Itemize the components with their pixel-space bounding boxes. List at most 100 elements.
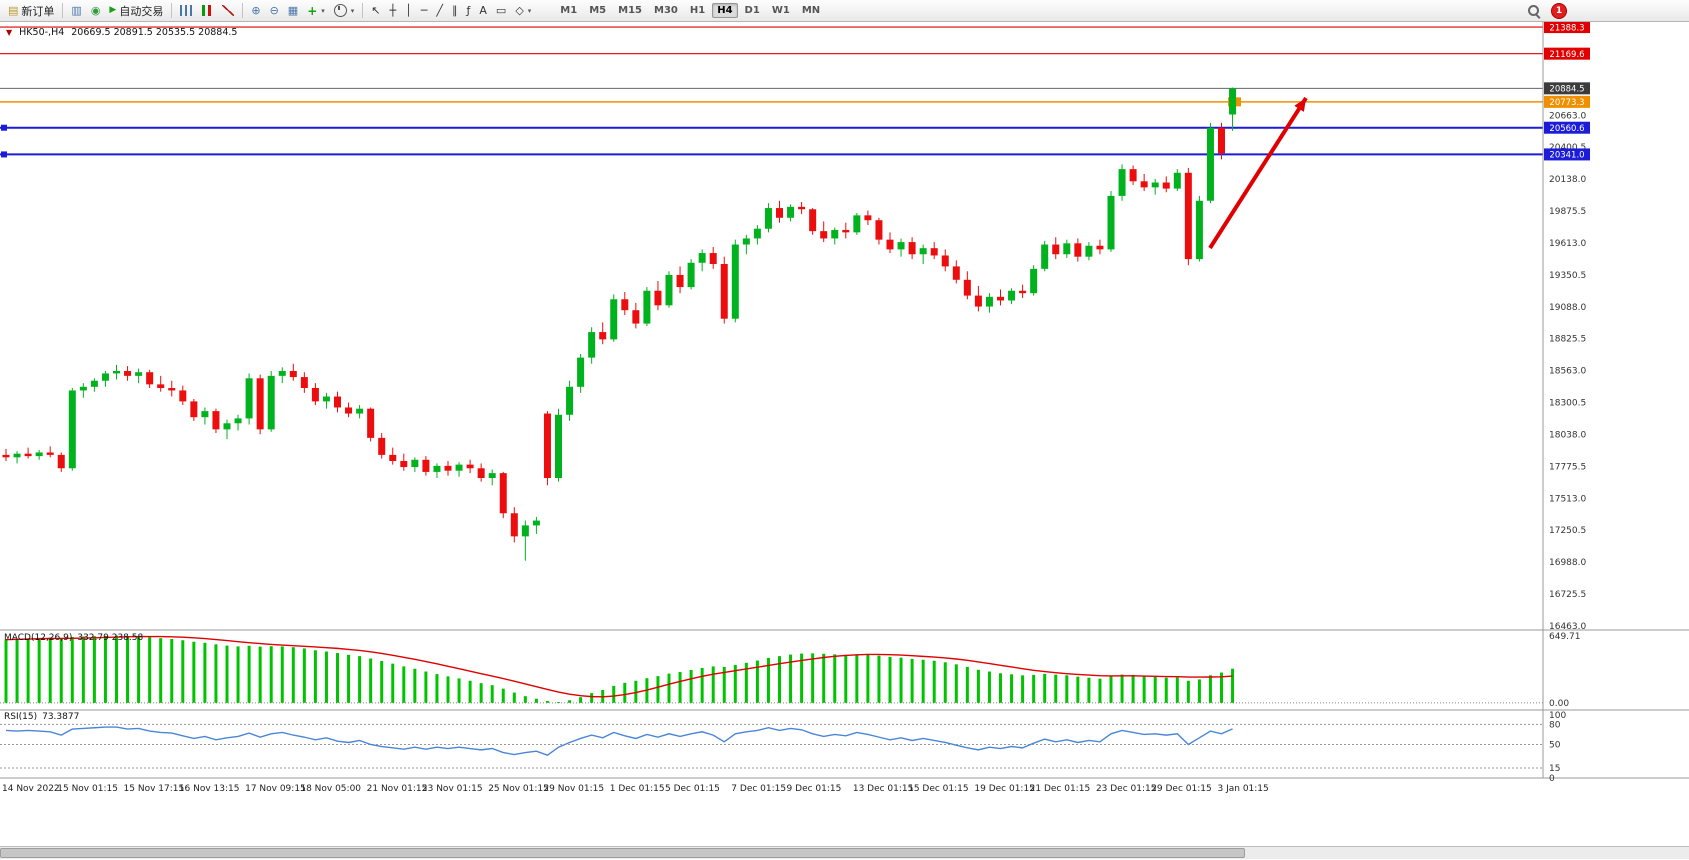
svg-text:29 Dec 01:15: 29 Dec 01:15 (1151, 784, 1212, 794)
notification-badge[interactable]: 1 (1551, 2, 1567, 19)
svg-text:15 Dec 01:15: 15 Dec 01:15 (908, 784, 969, 794)
zoom-out-button[interactable]: ⊖ (266, 2, 283, 20)
scrollbar-thumb[interactable] (0, 848, 1245, 858)
autotrade-button[interactable]: ▶ 自动交易 (105, 2, 167, 20)
text-button[interactable]: A (475, 2, 491, 20)
timeframe-m15[interactable]: M15 (613, 3, 647, 18)
search-icon[interactable] (1527, 4, 1541, 18)
symbol-marker-icon: ▼ (6, 28, 13, 37)
svg-text:7 Dec 01:15: 7 Dec 01:15 (731, 784, 786, 794)
svg-text:100: 100 (1549, 711, 1566, 721)
svg-text:23 Nov 01:15: 23 Nov 01:15 (422, 784, 483, 794)
timeframe-w1[interactable]: W1 (767, 3, 795, 18)
new-order-icon: ▤ (8, 4, 19, 17)
timeframe-group: M1 M5 M15 M30 H1 H4 D1 W1 MN (554, 3, 826, 18)
svg-text:19350.5: 19350.5 (1549, 271, 1586, 281)
svg-text:17513.0: 17513.0 (1549, 494, 1586, 504)
vertical-line-icon: │ (405, 4, 412, 17)
trendline-button[interactable]: ╱ (432, 2, 447, 20)
svg-text:18825.5: 18825.5 (1549, 335, 1586, 345)
tile-windows-button[interactable]: ▦ (284, 2, 302, 20)
svg-text:18 Nov 05:00: 18 Nov 05:00 (300, 784, 361, 794)
timeframe-h1[interactable]: H1 (685, 3, 710, 18)
svg-text:18300.5: 18300.5 (1549, 399, 1586, 409)
svg-text:21169.6: 21169.6 (1549, 50, 1584, 60)
svg-text:50: 50 (1549, 741, 1561, 751)
chart-window-icon: ▥ (71, 4, 82, 17)
vertical-line-button[interactable]: │ (401, 2, 416, 20)
svg-text:21 Dec 01:15: 21 Dec 01:15 (1030, 784, 1091, 794)
zoom-in-icon: ⊕ (251, 4, 261, 17)
svg-text:9 Dec 01:15: 9 Dec 01:15 (787, 784, 842, 794)
svg-text:19875.5: 19875.5 (1549, 207, 1586, 217)
svg-text:20560.6: 20560.6 (1549, 124, 1584, 134)
clock-icon (333, 4, 347, 17)
cursor-icon: ↖ (371, 4, 381, 17)
svg-text:21388.3: 21388.3 (1549, 23, 1584, 33)
toolbar-separator (362, 3, 364, 18)
shapes-icon: ◇ (515, 4, 524, 17)
candlestick-icon (201, 5, 214, 16)
bar-chart-button[interactable] (176, 2, 196, 20)
timeframe-m1[interactable]: M1 (555, 3, 582, 18)
candlestick-button[interactable] (197, 2, 217, 20)
new-order-button[interactable]: ▤ 新订单 (4, 2, 58, 20)
svg-text:25 Nov 01:15: 25 Nov 01:15 (488, 784, 549, 794)
svg-text:17250.5: 17250.5 (1549, 526, 1586, 536)
quote-ohlc: 20669.5 20891.5 20535.5 20884.5 (71, 27, 238, 38)
zoom-out-icon: ⊖ (269, 4, 279, 17)
svg-text:16 Nov 13:15: 16 Nov 13:15 (179, 784, 240, 794)
fibonacci-icon: ƒ (466, 4, 471, 17)
channel-button[interactable]: ∥ (448, 2, 462, 20)
timeframe-mn[interactable]: MN (797, 3, 825, 18)
dropdown-arrow-icon: ▾ (350, 6, 355, 15)
toolbar-separator (171, 3, 173, 18)
chart-canvas[interactable]: 20663.0 20400.5 20138.0 19875.5 19613.0 19350… (0, 22, 1689, 822)
profile-button[interactable]: ◉ (87, 2, 105, 20)
macd-values: 332.79 238.58 (77, 633, 144, 643)
svg-text:17 Nov 09:15: 17 Nov 09:15 (245, 784, 306, 794)
svg-text:13 Dec 01:15: 13 Dec 01:15 (853, 784, 914, 794)
svg-text:23 Dec 01:15: 23 Dec 01:15 (1096, 784, 1157, 794)
zoom-in-button[interactable]: ⊕ (247, 2, 264, 20)
timeframe-m5[interactable]: M5 (584, 3, 611, 18)
svg-text:20884.5: 20884.5 (1549, 85, 1584, 95)
line-chart-button[interactable] (218, 2, 238, 20)
dropdown-arrow-icon: ▾ (527, 6, 532, 15)
horizontal-scrollbar[interactable] (0, 846, 1689, 859)
svg-text:19613.0: 19613.0 (1549, 239, 1586, 249)
autotrade-play-icon: ▶ (109, 5, 117, 15)
dropdown-arrow-icon: ▾ (321, 6, 325, 15)
svg-text:0.00: 0.00 (1549, 699, 1569, 709)
time-axis[interactable] (0, 778, 1543, 798)
svg-text:1 Dec 01:15: 1 Dec 01:15 (610, 784, 665, 794)
macd-name: MACD(12,26,9) (4, 633, 73, 643)
label-button[interactable]: ▭ (492, 2, 510, 20)
svg-text:18038.0: 18038.0 (1549, 430, 1586, 440)
indicators-button[interactable]: + ▾ (303, 2, 329, 20)
symbol-period-label: HK50-,H4 (19, 27, 65, 38)
svg-text:19 Dec 01:15: 19 Dec 01:15 (974, 784, 1035, 794)
svg-text:18563.0: 18563.0 (1549, 367, 1586, 377)
rsi-label: RSI(15) 73.3877 (4, 712, 79, 722)
tile-windows-icon: ▦ (287, 4, 299, 17)
svg-text:14 Nov 2022: 14 Nov 2022 (2, 784, 60, 794)
macd-label: MACD(12,26,9) 332.79 238.58 (4, 633, 143, 643)
price-axis[interactable] (1543, 22, 1689, 778)
fibonacci-button[interactable]: ƒ (463, 2, 475, 20)
period-button[interactable]: ▾ (330, 2, 359, 20)
crosshair-button[interactable]: ┼ (386, 2, 401, 20)
cursor-button[interactable]: ↖ (367, 2, 384, 20)
toolbar: ▤ 新订单 ▥ ◉ ▶ 自动交易 ⊕ ⊖ ▦ (0, 0, 1689, 22)
indicator-add-icon: + (307, 3, 318, 18)
timeframe-h4[interactable]: H4 (712, 3, 738, 18)
svg-text:15: 15 (1549, 764, 1560, 774)
chart-window-button[interactable]: ▥ (67, 2, 85, 20)
timeframe-d1[interactable]: D1 (740, 3, 765, 18)
toolbar-separator (62, 3, 64, 18)
shapes-button[interactable]: ◇ ▾ (511, 2, 535, 20)
horizontal-line-button[interactable]: ─ (417, 2, 432, 20)
toolbar-separator (242, 3, 244, 18)
timeframe-m30[interactable]: M30 (649, 3, 683, 18)
rsi-name: RSI(15) (4, 712, 38, 722)
